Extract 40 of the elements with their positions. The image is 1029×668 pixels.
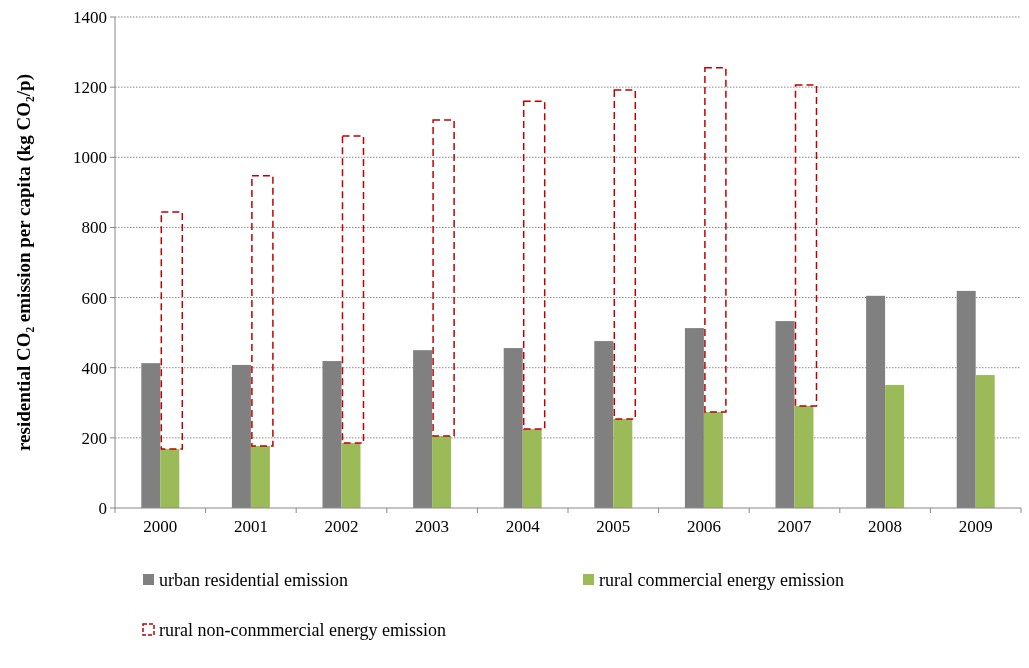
bar <box>251 175 274 447</box>
y-tick-label: 800 <box>81 218 107 238</box>
y-tick-label: 1000 <box>73 148 107 168</box>
bar <box>160 449 180 508</box>
legend-label: urban residential emission <box>159 570 348 591</box>
bar <box>341 135 365 444</box>
y-tick-label: 200 <box>81 428 107 448</box>
bar <box>250 445 270 508</box>
x-tick-label: 2006 <box>686 517 721 536</box>
x-tick-label: 2009 <box>958 517 993 536</box>
bar <box>613 418 633 508</box>
y-axis-title: residential CO₂ emission per capita (kg CO₂/p) <box>13 74 35 451</box>
bar <box>522 429 542 508</box>
y-tick-label: 1400 <box>73 7 107 27</box>
bar <box>613 89 637 420</box>
bar <box>703 411 723 508</box>
y-tick-label: 600 <box>81 288 107 308</box>
bar <box>975 375 995 508</box>
x-tick-label: 2001 <box>233 517 268 536</box>
y-tick-label: 1200 <box>73 78 107 98</box>
x-tick-label: 2007 <box>777 517 812 536</box>
bar <box>341 443 361 508</box>
bar <box>704 67 727 413</box>
x-tick-label: 2005 <box>596 517 631 536</box>
x-tick-label: 2002 <box>324 517 359 536</box>
bar <box>794 84 818 407</box>
x-tick-label: 2008 <box>868 517 903 536</box>
x-tick-label: 2000 <box>143 517 178 536</box>
bar <box>522 100 546 430</box>
legend-label: rural non-conmmercial energy emission <box>159 620 447 641</box>
bar <box>160 211 184 450</box>
y-tick-label: 0 <box>98 498 107 518</box>
x-tick-label: 2004 <box>505 517 541 536</box>
y-tick-label: 400 <box>81 358 107 378</box>
bar <box>432 436 452 508</box>
x-tick-label: 2003 <box>415 517 450 536</box>
bar <box>432 119 455 437</box>
bar <box>885 384 905 508</box>
bar <box>794 405 814 508</box>
legend-label: rural commercial energy emission <box>599 570 845 591</box>
